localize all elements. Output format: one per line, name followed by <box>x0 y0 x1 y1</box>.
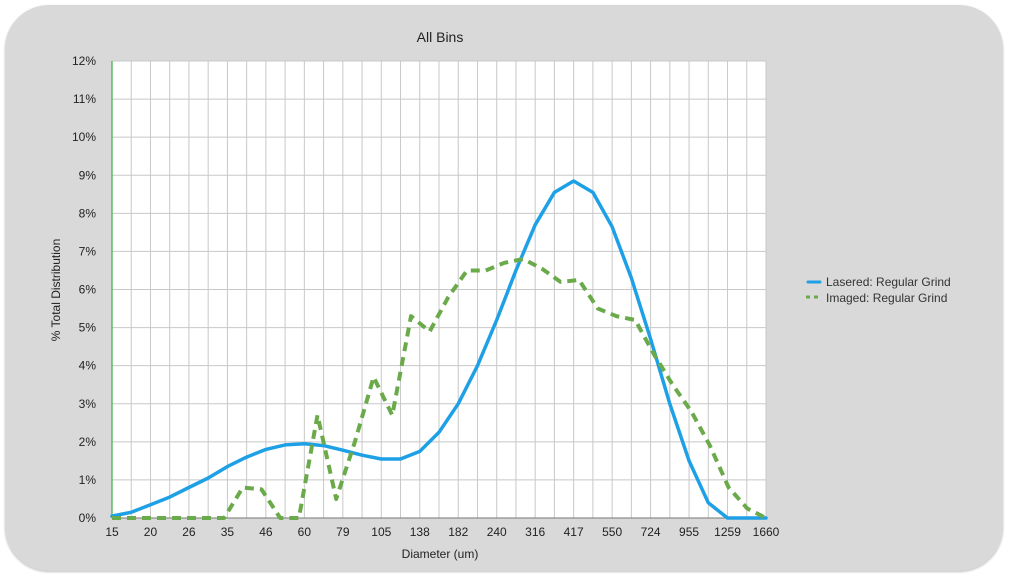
y-tick-label: 1% <box>79 473 97 487</box>
x-tick-label: 1660 <box>753 525 780 539</box>
legend-label-imaged: Imaged: Regular Grind <box>826 291 947 305</box>
x-tick-label: 46 <box>259 525 273 539</box>
y-tick-label: 4% <box>79 359 97 373</box>
x-tick-label: 240 <box>487 525 507 539</box>
y-tick-label: 8% <box>79 206 97 220</box>
series-line-imaged <box>112 257 767 520</box>
y-tick-label: 10% <box>72 130 96 144</box>
y-tick-label: 6% <box>79 283 97 297</box>
y-tick-label: 7% <box>79 244 97 258</box>
chart-title: All Bins <box>417 29 464 45</box>
x-tick-label: 105 <box>371 525 391 539</box>
x-tick-label: 724 <box>641 525 661 539</box>
legend-label-lasered: Lasered: Regular Grind <box>826 275 951 289</box>
y-tick-label: 2% <box>79 435 97 449</box>
y-tick-label: 9% <box>79 168 97 182</box>
x-tick-label: 417 <box>564 525 584 539</box>
x-tick-label: 79 <box>336 525 350 539</box>
x-tick-label: 1259 <box>714 525 741 539</box>
y-tick-label: 0% <box>79 511 97 525</box>
x-axis-label: Diameter (um) <box>402 547 479 561</box>
series-line-lasered <box>110 179 768 520</box>
x-tick-label: 15 <box>105 525 119 539</box>
x-tick-labels: 15 20 26 35 46 60 79 105 138 182 240 316 417 550 724 95… <box>105 525 779 539</box>
legend: Lasered: Regular Grind Imaged: Regular G… <box>806 275 951 305</box>
x-tick-label: 182 <box>448 525 468 539</box>
x-tick-label: 955 <box>679 525 699 539</box>
y-tick-label: 11% <box>73 92 96 106</box>
y-tick-label: 5% <box>79 321 97 335</box>
x-tick-label: 550 <box>602 525 622 539</box>
y-axis-label: % Total Distribution <box>49 239 63 342</box>
x-tick-label: 20 <box>144 525 158 539</box>
x-tick-label: 138 <box>410 525 430 539</box>
x-tick-label: 60 <box>298 525 312 539</box>
grid-lines <box>112 60 767 518</box>
x-tick-label: 316 <box>525 525 545 539</box>
y-tick-labels: 0% 1% 2% 3% 4% 5% 6% 7% 8% 9% 10% 11% 12% <box>72 54 96 525</box>
y-tick-label: 12% <box>72 54 96 68</box>
x-tick-label: 35 <box>221 525 235 539</box>
series-layer <box>110 179 768 520</box>
y-tick-label: 3% <box>79 397 97 411</box>
x-tick-label: 26 <box>182 525 196 539</box>
